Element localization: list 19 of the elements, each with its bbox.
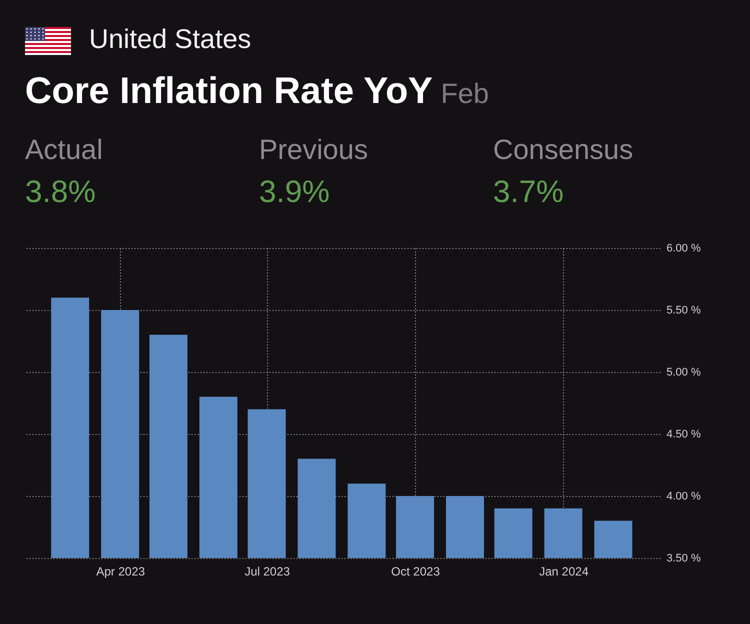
text: Previous bbox=[259, 134, 368, 166]
y-tick-label: 5.00 % bbox=[666, 366, 701, 378]
text: Actual bbox=[25, 134, 103, 166]
text: Consensus bbox=[493, 134, 634, 166]
x-tick-label: Jan 2024 bbox=[539, 564, 589, 578]
text: 3.7% bbox=[493, 174, 564, 210]
x-tick-label: Apr 2023 bbox=[96, 564, 146, 578]
y-tick-label: 3.50 % bbox=[666, 552, 701, 564]
y-tick-label: 5.50 % bbox=[666, 304, 701, 316]
text: 3.9% bbox=[259, 174, 330, 210]
text: 3.8% bbox=[25, 174, 96, 210]
x-tick-label: Oct 2023 bbox=[391, 564, 440, 578]
y-tick-label: 4.50 % bbox=[666, 428, 701, 440]
y-tick-label: 6.00 % bbox=[666, 242, 701, 254]
text: Feb bbox=[440, 78, 489, 109]
x-tick-label: Jul 2023 bbox=[244, 564, 290, 578]
y-tick-label: 4.00 % bbox=[666, 490, 701, 502]
chart-title: Core Inflation Rate YoY bbox=[25, 70, 433, 111]
chart-subtitle: United States bbox=[89, 24, 252, 55]
